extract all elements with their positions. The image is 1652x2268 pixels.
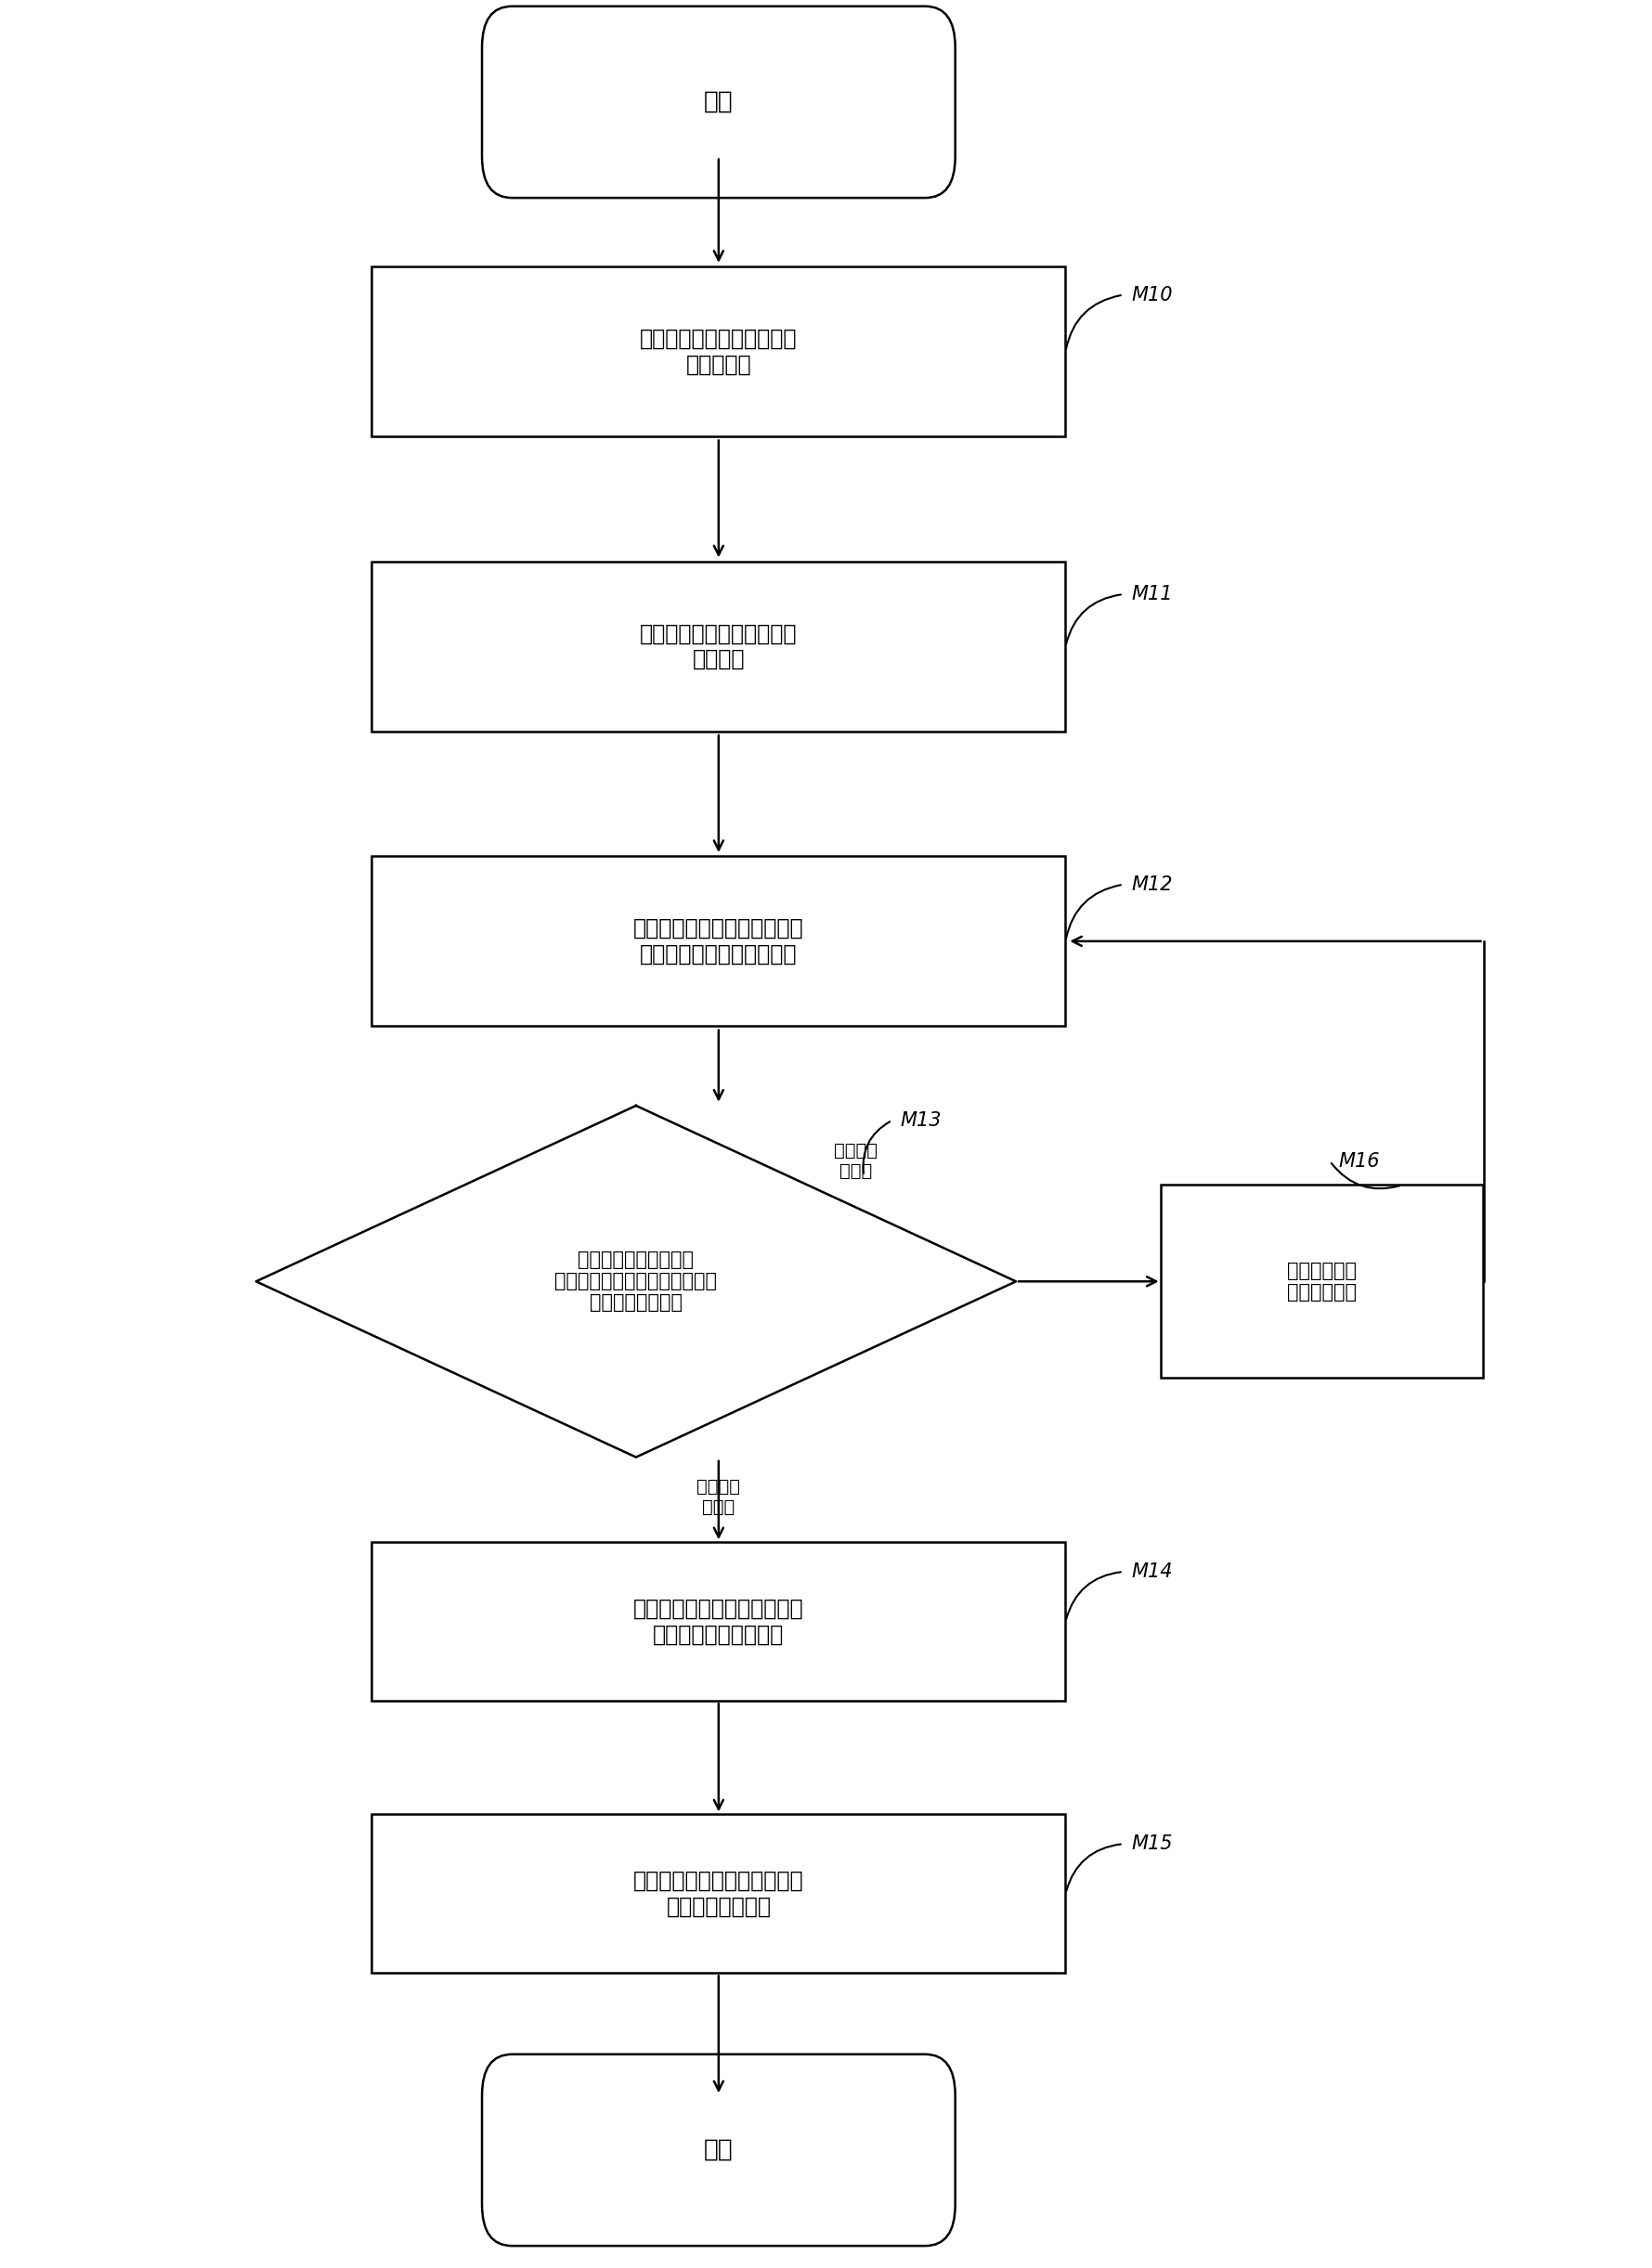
Bar [372,562,1066,730]
Bar [372,1542,1066,1701]
Text: M11: M11 [1132,585,1173,603]
FancyBboxPatch shape [482,2055,955,2245]
Text: M15: M15 [1132,1835,1173,1853]
FancyBboxPatch shape [482,7,955,197]
Text: 完成: 完成 [704,2139,733,2161]
Text: 接收用户对触控板的采样速率
进行选择，并输入选择信息: 接收用户对触控板的采样速率 进行选择，并输入选择信息 [633,916,805,966]
Text: M12: M12 [1132,875,1173,894]
Text: 输出当前触控
板的采样速率: 输出当前触控 板的采样速率 [1287,1261,1356,1302]
Text: 返回调整后的信息，完成触控
板采样速率的切换: 返回调整后的信息，完成触控 板采样速率的切换 [633,1869,805,1919]
Text: M13: M13 [900,1111,942,1129]
Text: 开始: 开始 [704,91,733,113]
Bar [372,857,1066,1025]
Text: 对用户选择的触控板的
采样速率与当前触控板所支持的
采样速率进行比较: 对用户选择的触控板的 采样速率与当前触控板所支持的 采样速率进行比较 [555,1250,717,1313]
Bar [372,268,1066,435]
Text: 支持用户
的选择: 支持用户 的选择 [697,1479,740,1515]
Text: 不支持用
户选择: 不支持用 户选择 [834,1143,877,1179]
Text: 检测触控板所能支持的所有
采样速率: 检测触控板所能支持的所有 采样速率 [639,621,798,671]
Bar [1160,1184,1483,1377]
Bar [372,1814,1066,1973]
Text: 存储可供用户选择的触控板
的采样速率: 存储可供用户选择的触控板 的采样速率 [639,327,798,376]
Text: M14: M14 [1132,1563,1173,1581]
Text: M10: M10 [1132,286,1173,304]
Text: M16: M16 [1338,1152,1379,1170]
Polygon shape [256,1107,1016,1458]
Text: 根据选定触控板的采样速率，
调整触控板的相关属性: 根据选定触控板的采样速率， 调整触控板的相关属性 [633,1597,805,1647]
